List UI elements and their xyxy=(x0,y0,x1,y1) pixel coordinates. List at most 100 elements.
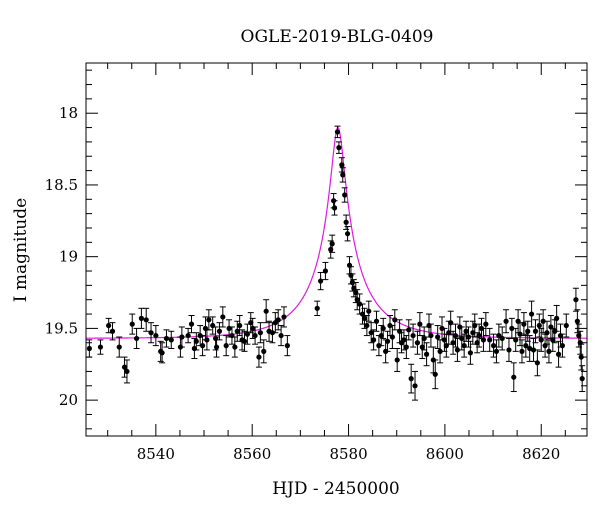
data-point xyxy=(463,320,470,342)
data-points-layer xyxy=(86,125,586,401)
point-marker xyxy=(234,328,240,334)
point-marker xyxy=(133,335,140,342)
data-point xyxy=(275,309,282,331)
data-point xyxy=(553,304,560,332)
data-point xyxy=(331,200,338,216)
data-point xyxy=(526,335,533,362)
data-point xyxy=(370,329,377,351)
data-point xyxy=(432,359,439,390)
point-marker xyxy=(106,322,112,329)
point-marker xyxy=(257,330,263,336)
data-point xyxy=(159,342,166,364)
data-point xyxy=(505,337,512,362)
point-marker xyxy=(318,278,324,284)
point-marker xyxy=(544,330,550,336)
point-marker xyxy=(540,318,546,324)
point-marker xyxy=(163,335,170,342)
data-point xyxy=(193,332,200,351)
point-marker xyxy=(414,340,421,346)
point-marker xyxy=(216,328,223,334)
data-point xyxy=(338,157,345,173)
point-marker xyxy=(281,314,287,320)
data-point xyxy=(199,335,206,357)
point-marker xyxy=(490,343,497,349)
point-marker xyxy=(513,337,519,343)
point-marker xyxy=(511,374,517,380)
data-point xyxy=(97,339,104,355)
point-marker xyxy=(278,332,284,339)
point-marker xyxy=(419,344,425,350)
model-curve xyxy=(85,126,587,339)
data-point xyxy=(528,300,535,328)
point-marker xyxy=(467,350,474,356)
data-point xyxy=(467,340,474,365)
y-tick-label: 20 xyxy=(59,391,78,409)
point-marker xyxy=(470,330,476,336)
data-point xyxy=(143,307,150,332)
point-marker xyxy=(380,325,386,332)
data-point xyxy=(223,335,230,357)
point-marker xyxy=(450,340,456,346)
data-point xyxy=(384,330,391,352)
point-marker xyxy=(465,334,472,340)
point-marker xyxy=(343,219,349,225)
point-marker xyxy=(412,383,418,389)
point-marker xyxy=(248,320,254,326)
point-marker xyxy=(223,343,229,349)
data-point xyxy=(129,313,136,335)
plot-frame xyxy=(85,62,588,437)
data-point xyxy=(532,319,539,344)
point-marker xyxy=(474,340,480,346)
data-point xyxy=(263,299,270,324)
data-point xyxy=(163,329,170,348)
data-point xyxy=(241,330,248,352)
data-point xyxy=(152,325,159,347)
data-point xyxy=(219,306,226,328)
data-point xyxy=(540,309,547,334)
data-point xyxy=(244,323,251,345)
point-marker xyxy=(86,345,92,352)
data-point xyxy=(412,370,419,401)
data-point xyxy=(228,326,235,345)
point-marker xyxy=(519,348,525,354)
point-marker xyxy=(574,318,580,324)
x-tick-label: 8620 xyxy=(522,445,560,463)
point-marker xyxy=(554,315,560,321)
point-marker xyxy=(143,317,149,323)
point-marker xyxy=(314,305,320,311)
data-point xyxy=(317,271,324,291)
data-point xyxy=(255,346,262,368)
x-tick-label: 8580 xyxy=(329,445,367,463)
point-marker xyxy=(503,318,509,324)
point-marker xyxy=(159,350,165,356)
point-marker xyxy=(410,332,416,339)
x-tick-label: 8560 xyxy=(233,445,271,463)
data-point xyxy=(518,339,525,364)
data-point xyxy=(185,327,192,344)
data-point xyxy=(236,314,243,337)
data-point xyxy=(168,330,175,349)
data-point xyxy=(461,333,468,358)
point-marker xyxy=(185,332,191,339)
point-marker xyxy=(354,297,360,303)
point-marker xyxy=(193,338,199,344)
y-tick-label: 19.5 xyxy=(45,319,78,337)
point-marker xyxy=(384,338,391,344)
point-marker xyxy=(428,332,434,339)
point-marker xyxy=(452,332,459,339)
point-marker xyxy=(359,311,366,317)
data-point xyxy=(534,349,541,377)
point-marker xyxy=(138,315,144,321)
point-marker xyxy=(392,317,398,323)
data-point xyxy=(334,125,341,139)
point-marker xyxy=(370,337,377,343)
point-marker xyxy=(148,330,154,336)
data-point xyxy=(109,322,116,341)
data-point xyxy=(188,314,195,334)
data-point xyxy=(380,317,387,339)
data-point xyxy=(231,336,238,358)
data-point xyxy=(216,322,223,341)
point-marker xyxy=(232,344,238,350)
point-marker xyxy=(532,328,539,334)
point-marker xyxy=(361,315,368,321)
